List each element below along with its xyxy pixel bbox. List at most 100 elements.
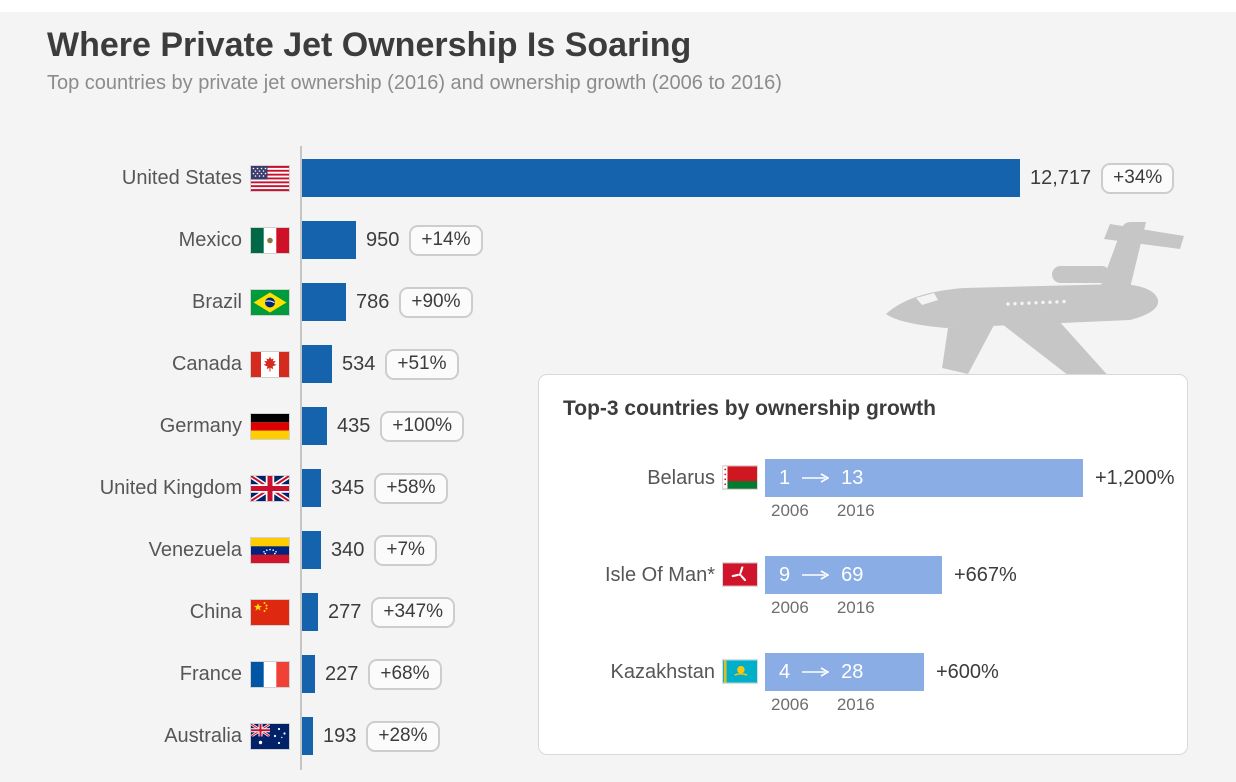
to-year: 2016 xyxy=(836,501,875,520)
ownership-bar xyxy=(302,531,321,569)
australia-flag-icon xyxy=(251,723,289,749)
germany-flag-icon xyxy=(251,413,289,439)
header: Where Private Jet Ownership Is Soaring T… xyxy=(47,26,782,95)
ownership-bar xyxy=(302,159,1020,197)
mexico-flag-icon xyxy=(251,227,289,253)
bar-value: 340 xyxy=(331,538,365,561)
growth-badge: +347% xyxy=(371,596,456,628)
country-label: Brazil xyxy=(191,290,242,313)
bar-value: 534 xyxy=(342,352,376,375)
arrow-right-icon xyxy=(802,570,830,580)
from-value: 1 xyxy=(779,466,791,489)
from-value: 9 xyxy=(779,563,791,586)
bar-row-united-kingdom: United Kingdom 345 +58% xyxy=(0,457,1236,519)
growth-badge: +90% xyxy=(399,286,473,318)
bar-row-canada: Canada 534 +51% xyxy=(0,333,1236,395)
inset-bar-block: 4 28 2006 2016 xyxy=(765,653,924,715)
to-value: 13 xyxy=(841,466,864,489)
from-year: 2006 xyxy=(771,501,809,520)
to-year: 2016 xyxy=(836,695,875,714)
growth-label: +1,200% xyxy=(1095,466,1175,489)
from-value: 4 xyxy=(779,660,791,683)
country-label: United States xyxy=(121,166,242,189)
growth-badge: +34% xyxy=(1101,162,1175,194)
top-strip xyxy=(0,0,1236,12)
ownership-bar xyxy=(302,407,327,445)
country-label: Isle Of Man* xyxy=(604,564,715,586)
inset-row-kazakhstan: Kazakhstan 4 28 2006 2016 xyxy=(539,653,1187,715)
bar-row-mexico: Mexico 950 +14% xyxy=(0,209,1236,271)
to-year: 2016 xyxy=(836,598,875,617)
growth-inset-panel: Top-3 countries by ownership growth Bela… xyxy=(538,374,1188,755)
growth-badge: +14% xyxy=(409,224,483,256)
country-label: Kazakhstan xyxy=(610,661,715,683)
inset-bar-block: 9 69 2006 2016 xyxy=(765,556,942,618)
growth-label: +600% xyxy=(936,660,999,683)
growth-bar: 1 13 xyxy=(765,459,1083,497)
ownership-bar xyxy=(302,655,315,693)
growth-badge: +100% xyxy=(380,410,465,442)
united-states-flag-icon xyxy=(251,165,289,191)
to-value: 28 xyxy=(841,660,864,683)
year-labels: 2006 2016 xyxy=(765,695,924,715)
page-subtitle: Top countries by private jet ownership (… xyxy=(47,72,782,94)
kazakhstan-flag-icon xyxy=(723,660,757,683)
country-label: China xyxy=(189,600,242,623)
growth-badge: +7% xyxy=(374,534,437,566)
year-labels: 2006 2016 xyxy=(765,598,942,618)
growth-label: +667% xyxy=(954,563,1017,586)
ownership-bar xyxy=(302,345,332,383)
bar-value: 193 xyxy=(323,724,357,747)
bar-value: 345 xyxy=(331,476,365,499)
growth-bar: 9 69 xyxy=(765,556,942,594)
to-value: 69 xyxy=(841,563,864,586)
isle-of-man-flag-icon xyxy=(723,563,757,586)
ownership-bar xyxy=(302,469,321,507)
brazil-flag-icon xyxy=(251,289,289,315)
country-label: Mexico xyxy=(178,228,242,251)
growth-badge: +51% xyxy=(385,348,459,380)
bar-row-france: France 227 +68% xyxy=(0,643,1236,705)
bar-chart: United States 12,717 +34% Mexico 950 +14… xyxy=(0,147,1236,767)
bar-row-germany: Germany 435 +100% xyxy=(0,395,1236,457)
bar-value: 950 xyxy=(366,228,400,251)
inset-rows: Belarus 1 13 2006 2016 +1,200 xyxy=(539,459,1187,715)
year-labels: 2006 2016 xyxy=(765,501,1083,521)
country-label: Belarus xyxy=(647,467,715,489)
country-label: Venezuela xyxy=(148,538,242,561)
bar-row-china: China 277 +347% xyxy=(0,581,1236,643)
inset-title: Top-3 countries by ownership growth xyxy=(563,397,936,420)
country-label: France xyxy=(179,662,242,685)
venezuela-flag-icon xyxy=(251,537,289,563)
ownership-bar xyxy=(302,717,313,755)
growth-badge: +68% xyxy=(368,658,442,690)
bar-value: 12,717 xyxy=(1030,166,1092,189)
bar-value: 435 xyxy=(337,414,371,437)
country-label: Germany xyxy=(159,414,242,437)
china-flag-icon xyxy=(251,599,289,625)
country-label: Australia xyxy=(164,724,242,747)
ownership-bar xyxy=(302,593,318,631)
country-label: United Kingdom xyxy=(99,476,242,499)
inset-row-belarus: Belarus 1 13 2006 2016 +1,200 xyxy=(539,459,1187,521)
country-label: Canada xyxy=(171,352,242,375)
bar-row-venezuela: Venezuela 340 +7% xyxy=(0,519,1236,581)
inset-row-isle-of-man: Isle Of Man* 9 69 xyxy=(539,556,1187,618)
arrow-right-icon xyxy=(802,473,830,483)
bar-row-brazil: Brazil 786 +90% xyxy=(0,271,1236,333)
airplane-icon xyxy=(886,222,1184,386)
ownership-bar xyxy=(302,283,346,321)
france-flag-icon xyxy=(251,661,289,687)
growth-badge: +58% xyxy=(374,472,448,504)
page-title: Where Private Jet Ownership Is Soaring xyxy=(47,26,692,64)
inset-bar-block: 1 13 2006 2016 xyxy=(765,459,1083,521)
united-kingdom-flag-icon xyxy=(251,475,289,501)
bar-value: 227 xyxy=(325,662,359,685)
belarus-flag-icon xyxy=(723,466,757,489)
bar-row-united-states: United States 12,717 +34% xyxy=(0,147,1236,209)
from-year: 2006 xyxy=(771,695,809,714)
from-year: 2006 xyxy=(771,598,809,617)
bar-value: 786 xyxy=(356,290,390,313)
growth-bar: 4 28 xyxy=(765,653,924,691)
